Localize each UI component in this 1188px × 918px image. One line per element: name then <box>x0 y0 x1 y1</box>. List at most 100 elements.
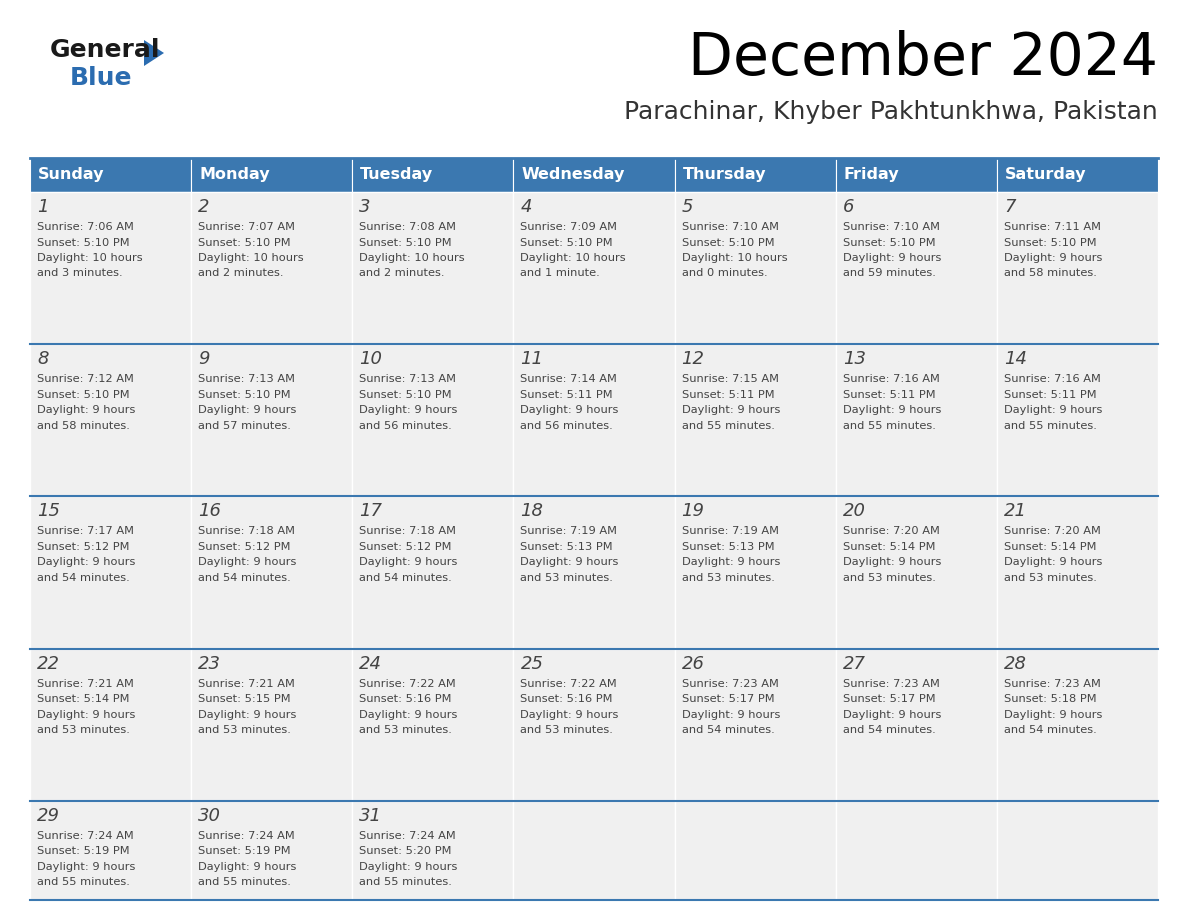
Bar <box>513 800 675 900</box>
Text: Sunrise: 7:22 AM: Sunrise: 7:22 AM <box>359 678 456 688</box>
Text: Sunset: 5:16 PM: Sunset: 5:16 PM <box>520 694 613 704</box>
Text: Sunset: 5:13 PM: Sunset: 5:13 PM <box>520 542 613 552</box>
Text: Sunset: 5:14 PM: Sunset: 5:14 PM <box>1004 542 1097 552</box>
Text: Sunrise: 7:16 AM: Sunrise: 7:16 AM <box>842 375 940 385</box>
Polygon shape <box>144 40 164 66</box>
Text: Sunrise: 7:23 AM: Sunrise: 7:23 AM <box>842 678 940 688</box>
Text: Sunrise: 7:20 AM: Sunrise: 7:20 AM <box>842 526 940 536</box>
Text: and 1 minute.: and 1 minute. <box>520 268 600 278</box>
Text: 1: 1 <box>37 198 49 216</box>
Text: and 58 minutes.: and 58 minutes. <box>37 420 129 431</box>
Text: and 53 minutes.: and 53 minutes. <box>198 725 291 735</box>
Text: Parachinar, Khyber Pakhtunkhwa, Pakistan: Parachinar, Khyber Pakhtunkhwa, Pakistan <box>624 100 1158 124</box>
Bar <box>30 192 191 344</box>
Text: Daylight: 9 hours: Daylight: 9 hours <box>37 862 135 872</box>
Text: Blue: Blue <box>70 66 133 90</box>
Text: 2: 2 <box>198 198 209 216</box>
Text: Sunset: 5:17 PM: Sunset: 5:17 PM <box>842 694 935 704</box>
Text: 14: 14 <box>1004 351 1026 368</box>
Text: Sunset: 5:12 PM: Sunset: 5:12 PM <box>198 542 291 552</box>
Text: Sunset: 5:13 PM: Sunset: 5:13 PM <box>682 542 775 552</box>
Text: Sunrise: 7:20 AM: Sunrise: 7:20 AM <box>1004 526 1101 536</box>
Text: and 58 minutes.: and 58 minutes. <box>1004 268 1097 278</box>
Text: and 59 minutes.: and 59 minutes. <box>842 268 936 278</box>
Text: Sunrise: 7:15 AM: Sunrise: 7:15 AM <box>682 375 778 385</box>
Text: 12: 12 <box>682 351 704 368</box>
Text: Sunset: 5:11 PM: Sunset: 5:11 PM <box>682 390 775 399</box>
Text: General: General <box>50 38 160 62</box>
Bar <box>191 497 353 649</box>
Text: and 53 minutes.: and 53 minutes. <box>520 573 613 583</box>
Text: Sunrise: 7:11 AM: Sunrise: 7:11 AM <box>1004 222 1101 232</box>
Bar <box>675 192 835 344</box>
Text: Sunrise: 7:24 AM: Sunrise: 7:24 AM <box>37 831 134 841</box>
Text: and 57 minutes.: and 57 minutes. <box>198 420 291 431</box>
Text: and 0 minutes.: and 0 minutes. <box>682 268 767 278</box>
Text: and 55 minutes.: and 55 minutes. <box>1004 420 1097 431</box>
Bar <box>835 800 997 900</box>
Text: 15: 15 <box>37 502 61 521</box>
Text: Daylight: 9 hours: Daylight: 9 hours <box>198 710 297 720</box>
Text: Daylight: 10 hours: Daylight: 10 hours <box>37 253 143 263</box>
Text: Sunset: 5:10 PM: Sunset: 5:10 PM <box>37 238 129 248</box>
Bar <box>835 649 997 800</box>
Bar <box>353 344 513 497</box>
Text: Sunrise: 7:17 AM: Sunrise: 7:17 AM <box>37 526 134 536</box>
Bar <box>191 649 353 800</box>
Bar <box>30 158 191 192</box>
Text: Daylight: 9 hours: Daylight: 9 hours <box>682 405 781 415</box>
Text: and 54 minutes.: and 54 minutes. <box>198 573 291 583</box>
Text: Sunrise: 7:18 AM: Sunrise: 7:18 AM <box>359 526 456 536</box>
Text: Sunset: 5:10 PM: Sunset: 5:10 PM <box>37 390 129 399</box>
Text: 29: 29 <box>37 807 61 825</box>
Bar <box>30 800 191 900</box>
Text: Sunset: 5:10 PM: Sunset: 5:10 PM <box>198 390 291 399</box>
Text: Daylight: 10 hours: Daylight: 10 hours <box>198 253 304 263</box>
Text: Sunset: 5:11 PM: Sunset: 5:11 PM <box>842 390 935 399</box>
Text: Sunset: 5:10 PM: Sunset: 5:10 PM <box>198 238 291 248</box>
Text: Daylight: 9 hours: Daylight: 9 hours <box>359 710 457 720</box>
Text: Sunrise: 7:24 AM: Sunrise: 7:24 AM <box>198 831 295 841</box>
Text: Sunset: 5:19 PM: Sunset: 5:19 PM <box>37 846 129 856</box>
Text: and 55 minutes.: and 55 minutes. <box>37 878 129 888</box>
Bar <box>997 800 1158 900</box>
Text: Sunset: 5:10 PM: Sunset: 5:10 PM <box>520 238 613 248</box>
Bar <box>191 158 353 192</box>
Text: Monday: Monday <box>200 167 270 182</box>
Text: Sunset: 5:10 PM: Sunset: 5:10 PM <box>842 238 935 248</box>
Text: Daylight: 9 hours: Daylight: 9 hours <box>359 557 457 567</box>
Bar <box>513 344 675 497</box>
Text: and 54 minutes.: and 54 minutes. <box>1004 725 1097 735</box>
Text: Sunrise: 7:21 AM: Sunrise: 7:21 AM <box>37 678 134 688</box>
Bar <box>191 344 353 497</box>
Text: Sunrise: 7:21 AM: Sunrise: 7:21 AM <box>198 678 295 688</box>
Text: and 54 minutes.: and 54 minutes. <box>842 725 935 735</box>
Bar <box>30 497 191 649</box>
Text: Daylight: 9 hours: Daylight: 9 hours <box>842 253 941 263</box>
Text: Sunset: 5:11 PM: Sunset: 5:11 PM <box>1004 390 1097 399</box>
Text: and 53 minutes.: and 53 minutes. <box>682 573 775 583</box>
Text: Sunset: 5:10 PM: Sunset: 5:10 PM <box>359 390 451 399</box>
Text: 20: 20 <box>842 502 866 521</box>
Text: 16: 16 <box>198 502 221 521</box>
Text: 24: 24 <box>359 655 383 673</box>
Text: Sunset: 5:16 PM: Sunset: 5:16 PM <box>359 694 451 704</box>
Bar <box>997 344 1158 497</box>
Text: 27: 27 <box>842 655 866 673</box>
Text: Sunrise: 7:23 AM: Sunrise: 7:23 AM <box>682 678 778 688</box>
Text: Sunrise: 7:14 AM: Sunrise: 7:14 AM <box>520 375 618 385</box>
Text: and 54 minutes.: and 54 minutes. <box>37 573 129 583</box>
Text: Sunrise: 7:19 AM: Sunrise: 7:19 AM <box>520 526 618 536</box>
Bar <box>997 192 1158 344</box>
Text: Sunrise: 7:18 AM: Sunrise: 7:18 AM <box>198 526 295 536</box>
Text: 10: 10 <box>359 351 383 368</box>
Bar <box>513 158 675 192</box>
Text: Sunrise: 7:09 AM: Sunrise: 7:09 AM <box>520 222 618 232</box>
Text: 23: 23 <box>198 655 221 673</box>
Text: and 54 minutes.: and 54 minutes. <box>359 573 453 583</box>
Text: Sunrise: 7:08 AM: Sunrise: 7:08 AM <box>359 222 456 232</box>
Text: Sunset: 5:17 PM: Sunset: 5:17 PM <box>682 694 775 704</box>
Bar <box>353 192 513 344</box>
Bar <box>675 649 835 800</box>
Text: Sunset: 5:15 PM: Sunset: 5:15 PM <box>198 694 291 704</box>
